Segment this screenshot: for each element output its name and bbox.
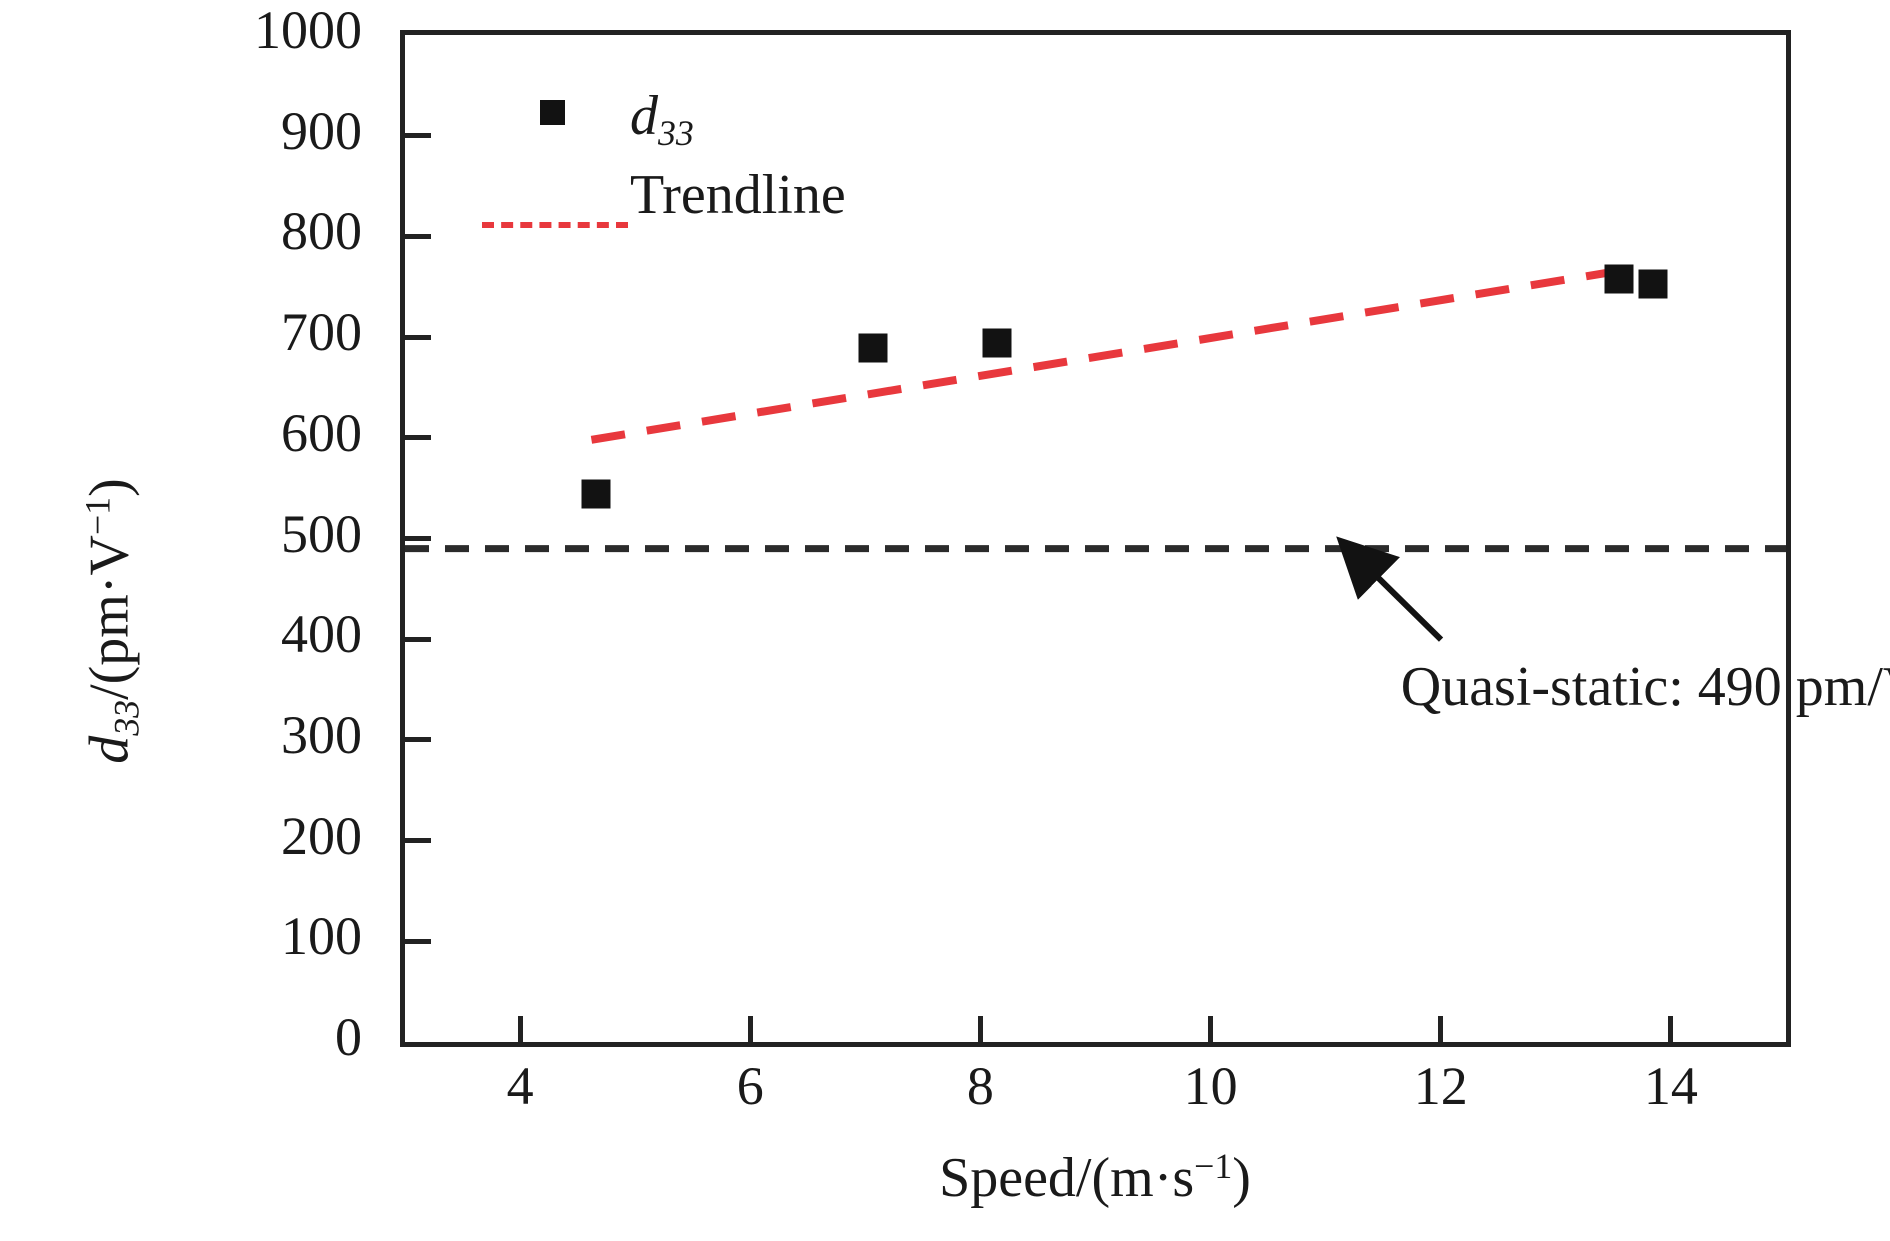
- plot-inner: [405, 35, 1786, 1042]
- x-axis-tick: [1438, 1016, 1444, 1042]
- x-axis-tick-label: 6: [736, 1056, 764, 1116]
- x-axis-tick-label: 12: [1413, 1056, 1468, 1116]
- data-point-marker: [1604, 264, 1634, 294]
- data-point-marker: [581, 479, 611, 509]
- annotation-arrow-stroke: [1335, 535, 1443, 642]
- y-axis-tick: [405, 938, 431, 944]
- y-axis-tick-label: 100: [281, 906, 362, 967]
- trendline-stroke: [590, 263, 1640, 444]
- legend-item-trendline-label: Trendline: [630, 164, 846, 226]
- legend-line-swatch: [482, 222, 628, 228]
- x-axis-tick-label: 10: [1183, 1056, 1238, 1116]
- y-axis-tick-label: 700: [281, 302, 362, 363]
- annotation-label: Quasi-static: 490 pm/V: [1400, 656, 1890, 719]
- y-axis-tick: [405, 435, 431, 441]
- legend-marker-swatch: [540, 100, 565, 125]
- x-axis-title-text: Speed/(m·s: [939, 1146, 1195, 1209]
- trendline: [590, 263, 1640, 444]
- annotation-arrow-icon: [1335, 535, 1443, 642]
- y-axis-tick: [405, 133, 431, 139]
- legend-item-d33-label: d33: [630, 84, 694, 154]
- y-axis-tick-label: 600: [281, 402, 362, 463]
- y-axis-tick-label: 1000: [254, 0, 362, 60]
- y-axis-tick: [405, 233, 431, 239]
- x-axis-title-exponent: −1: [1194, 1146, 1233, 1186]
- y-axis-tick: [405, 334, 431, 340]
- x-axis-tick: [977, 1016, 983, 1042]
- y-axis-tick-label: 500: [281, 503, 362, 564]
- quasi-static-reference-line: [405, 545, 1786, 553]
- x-axis-tick: [1668, 1016, 1674, 1042]
- y-axis-tick-label: 900: [281, 100, 362, 161]
- y-axis-tick-label: 800: [281, 201, 362, 262]
- y-axis-tick: [405, 838, 431, 844]
- x-axis-title-paren: ): [1232, 1146, 1251, 1209]
- y-axis-tick-label: 400: [281, 604, 362, 665]
- plot-area: [400, 30, 1791, 1047]
- x-axis-tick: [517, 1016, 523, 1042]
- y-axis-tick: [405, 536, 431, 541]
- x-axis-tick-label: 14: [1643, 1056, 1698, 1116]
- y-axis-tick: [405, 737, 431, 743]
- y-axis-tick-label: 200: [281, 805, 362, 866]
- legend-d33-symbol: d: [630, 85, 658, 147]
- data-point-marker: [858, 333, 888, 363]
- y-axis-tick-label: 0: [335, 1007, 362, 1067]
- y-axis-tick-labels: 0 100 200 300 400 500 600 700 800 900 1000: [0, 0, 380, 1241]
- x-axis-tick: [747, 1016, 753, 1042]
- legend-d33-subscript: 33: [658, 112, 694, 153]
- x-axis-tick-label: 4: [506, 1056, 534, 1116]
- data-point-marker: [1638, 269, 1667, 299]
- x-axis-title: Speed/(m·s−1): [939, 1145, 1251, 1210]
- data-point-marker: [982, 328, 1012, 358]
- y-axis-tick: [405, 636, 431, 642]
- x-axis-tick: [1208, 1016, 1214, 1042]
- x-axis-tick-label: 8: [966, 1056, 994, 1116]
- y-axis-tick-label: 300: [281, 704, 362, 765]
